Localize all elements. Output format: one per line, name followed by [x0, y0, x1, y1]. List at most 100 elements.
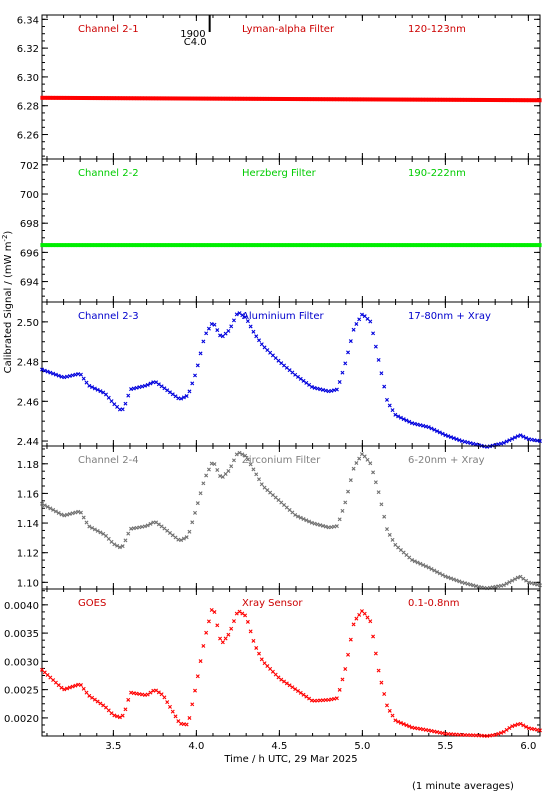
- panel-band-label: 190-222nm: [408, 168, 466, 179]
- data-point: [151, 243, 155, 248]
- y-axis-label-main: Calibrated Signal / (mW m: [3, 242, 14, 374]
- data-point: [107, 96, 111, 101]
- data-point: [176, 243, 180, 248]
- data-point: [57, 243, 61, 248]
- data-point: [401, 722, 406, 727]
- data-point: [156, 522, 161, 527]
- data-point: [168, 96, 172, 101]
- data-point: [142, 693, 147, 698]
- data-point: [415, 726, 420, 731]
- data-point: [45, 504, 50, 509]
- y-tick-label: 0.0025: [4, 686, 39, 697]
- data-point: [243, 315, 248, 320]
- data-series: [40, 450, 542, 591]
- data-point: [78, 683, 83, 688]
- data-point: [412, 559, 417, 564]
- data-point: [290, 685, 295, 690]
- data-point: [57, 95, 61, 100]
- data-point: [488, 98, 492, 103]
- data-point: [167, 704, 172, 709]
- data-point: [340, 243, 345, 248]
- y-tick-label: 1.10: [17, 578, 39, 589]
- data-point: [518, 243, 523, 248]
- data-point: [521, 98, 525, 103]
- data-point: [209, 322, 214, 326]
- data-point: [502, 98, 506, 103]
- data-point: [182, 96, 186, 101]
- data-point: [357, 97, 361, 102]
- data-point: [446, 97, 450, 102]
- data-point: [315, 97, 320, 102]
- data-point: [84, 690, 89, 695]
- data-point: [234, 312, 239, 317]
- data-point: [240, 611, 245, 616]
- data-point: [329, 243, 333, 248]
- data-point: [268, 350, 273, 355]
- data-point: [448, 435, 453, 440]
- data-point: [307, 696, 312, 701]
- data-point: [349, 97, 353, 102]
- data-point: [59, 243, 64, 248]
- data-point: [313, 243, 317, 248]
- data-point: [221, 243, 225, 248]
- data-point: [321, 243, 325, 248]
- data-point: [524, 435, 529, 440]
- data-point: [87, 383, 92, 388]
- data-point: [154, 243, 158, 248]
- data-point: [187, 389, 192, 394]
- data-point: [132, 96, 136, 101]
- data-point: [84, 380, 89, 385]
- flare-marker-time: 1900: [180, 29, 205, 40]
- data-point: [493, 732, 498, 737]
- data-point: [421, 423, 426, 428]
- data-point: [295, 514, 300, 519]
- data-point: [45, 95, 50, 100]
- data-point: [315, 243, 320, 248]
- data-point: [59, 685, 64, 690]
- data-point: [101, 390, 106, 395]
- data-point: [518, 433, 523, 438]
- data-point: [137, 385, 142, 390]
- data-point: [231, 318, 236, 323]
- data-point: [262, 96, 267, 101]
- data-point: [527, 243, 531, 248]
- data-point: [301, 692, 306, 697]
- data-point: [65, 374, 70, 379]
- data-point: [282, 243, 286, 248]
- data-point: [154, 380, 159, 385]
- data-point: [404, 723, 409, 728]
- data-point: [516, 98, 520, 103]
- data-point: [326, 243, 331, 248]
- y-tick-label: 0.0020: [4, 714, 39, 725]
- data-point: [262, 661, 267, 666]
- data-point: [251, 329, 256, 334]
- data-point: [195, 674, 200, 679]
- panel-band-label: 0.1-0.8nm: [408, 598, 460, 609]
- data-point: [446, 243, 450, 248]
- data-point: [426, 728, 431, 733]
- data-point: [190, 96, 194, 101]
- flare-marker-class: C4.0: [184, 37, 207, 48]
- data-point: [279, 677, 284, 682]
- data-point: [379, 680, 384, 685]
- data-point: [95, 528, 100, 533]
- data-point: [274, 243, 278, 248]
- data-point: [402, 243, 406, 248]
- y-axis-label-end: ): [3, 231, 14, 235]
- data-point: [171, 96, 175, 101]
- data-point: [304, 380, 309, 385]
- data-point: [471, 583, 476, 588]
- y-tick-label: 1.18: [17, 460, 39, 471]
- data-point: [404, 243, 409, 248]
- data-point: [78, 372, 83, 377]
- data-point: [340, 370, 345, 375]
- data-point: [79, 243, 83, 248]
- data-point: [237, 450, 242, 455]
- data-point: [237, 96, 242, 101]
- data-point: [312, 521, 317, 526]
- data-point: [427, 243, 431, 248]
- panel-frame: [41, 445, 541, 590]
- data-point: [90, 96, 94, 101]
- data-point: [462, 439, 467, 444]
- data-point: [190, 702, 195, 707]
